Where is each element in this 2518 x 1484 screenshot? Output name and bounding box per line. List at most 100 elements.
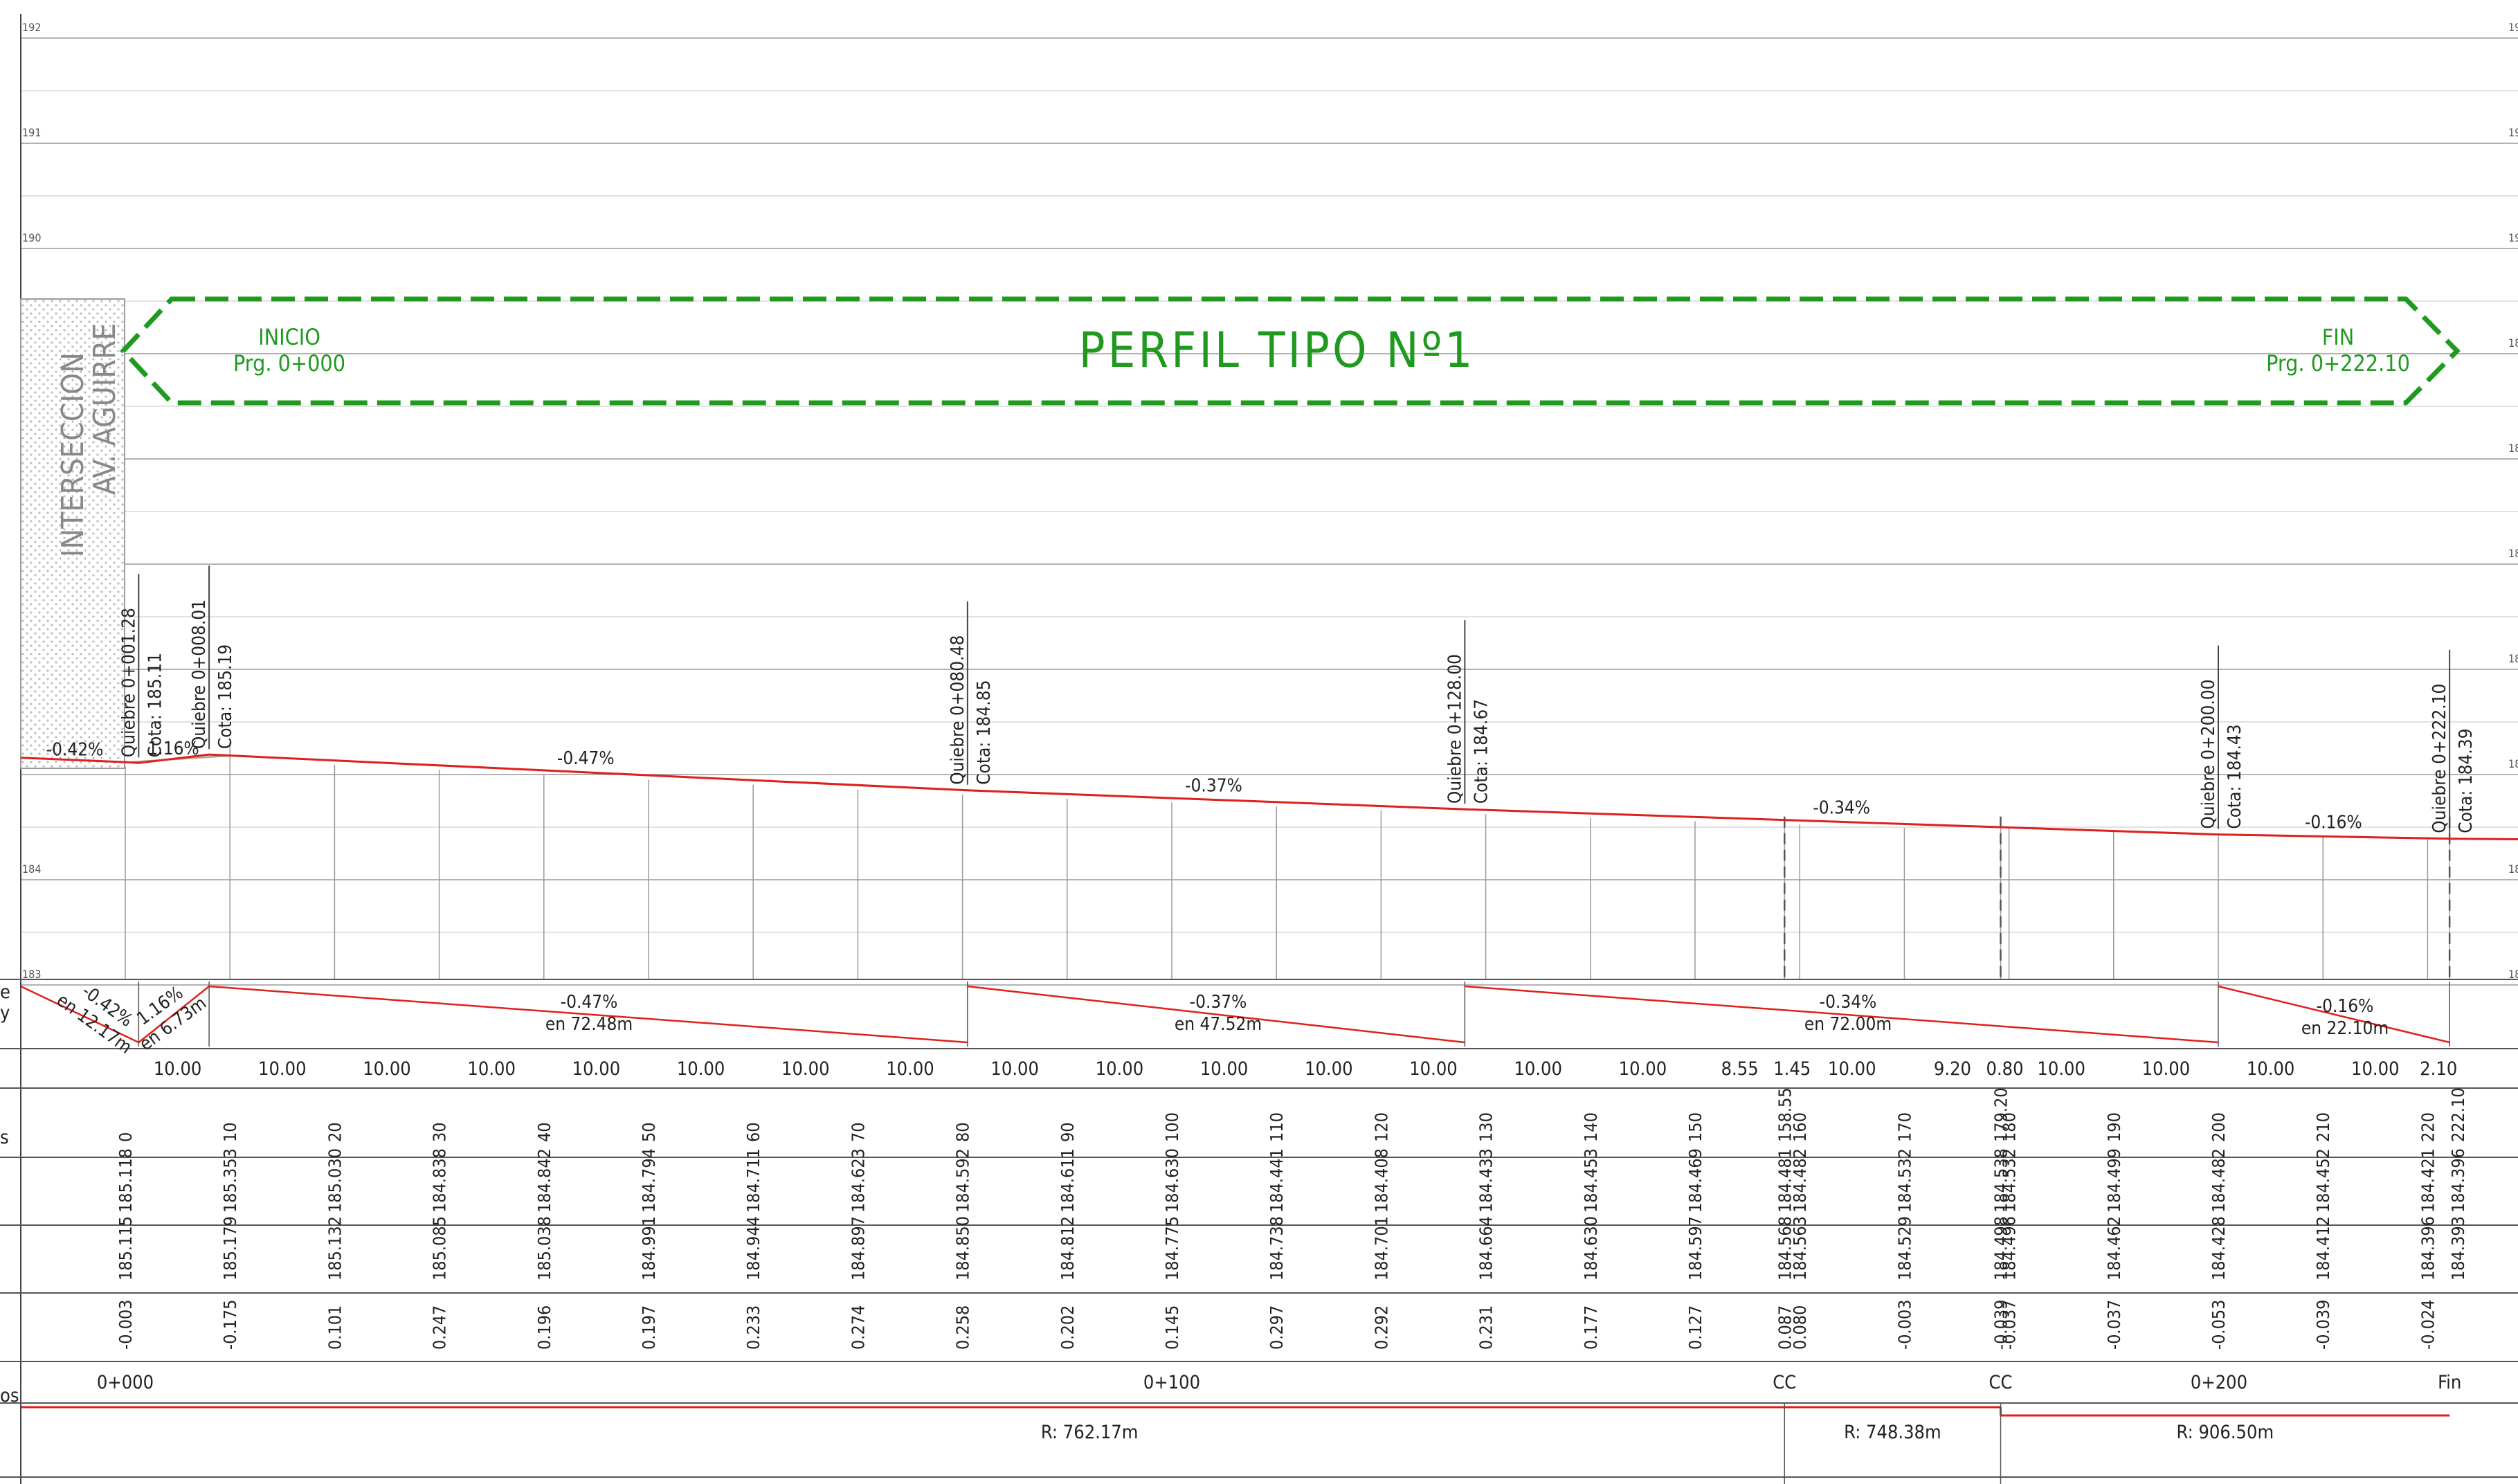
diferencia-value: -0.024 [2418, 1300, 2438, 1350]
left-edge-labels: ey s os [0, 981, 19, 1406]
station-value: 60 [743, 1122, 763, 1142]
station-value: 40 [534, 1122, 554, 1142]
terrain-line [125, 754, 2450, 840]
cota-rasante-value: 184.592 [953, 1148, 973, 1213]
cota-terreno-value: 184.498 [1991, 1216, 2011, 1281]
distance-value: 10.00 [467, 1058, 516, 1080]
diferencia-value: 0.145 [1162, 1305, 1182, 1350]
cota-rasante-value: 184.469 [1685, 1148, 1705, 1213]
cota-terreno-value: 184.738 [1267, 1216, 1287, 1281]
station-value: 222.10 [2448, 1087, 2468, 1142]
quiebre-label: Quiebre 0+080.48 [948, 635, 968, 785]
cota-terreno-value: 184.850 [953, 1216, 973, 1281]
station-value: 120 [1371, 1112, 1391, 1142]
elevation-label: 183 [22, 968, 41, 981]
curve-radius: R: 906.50m [2177, 1422, 2274, 1443]
station-value: 210 [2313, 1112, 2333, 1142]
distance-value: 8.55 [1721, 1058, 1759, 1080]
progresiva-mark: CC [1989, 1372, 2013, 1393]
cota-terreno-value: 184.597 [1685, 1216, 1705, 1281]
diferencia-value: 0.258 [953, 1305, 973, 1350]
distance-row: 10.00 10.00 10.00 10.00 10.00 10.00 10.00 10.00… [154, 1058, 2457, 1080]
slope-band-label: -0.16%en 22.10m [2301, 996, 2389, 1039]
profile-slope-label: -0.47% [557, 748, 615, 769]
profile-line [20, 753, 2518, 840]
cota-rasante-value: 185.353 [220, 1148, 240, 1213]
distance-value: 10.00 [1619, 1058, 1667, 1080]
curve-radius: R: 748.38m [1844, 1422, 1941, 1443]
edge-label: y [0, 1002, 10, 1024]
diferencia-value: 0.196 [534, 1305, 554, 1350]
profile-slope-labels: -0.42% 1.16% -0.47% -0.37% -0.34% -0.16% [46, 739, 2362, 833]
distance-value: 1.45 [1773, 1058, 1811, 1080]
quiebre-cota: Cota: 185.19 [215, 644, 236, 749]
slope-band-label: -0.37%en 47.52m [1175, 992, 1262, 1035]
distance-value: 10.00 [258, 1058, 307, 1080]
station-value: 30 [430, 1122, 450, 1142]
elevation-label-right: 183 [2508, 968, 2518, 981]
slope-band-length: en 47.52m [1175, 1014, 1262, 1035]
diferencia-value: -0.053 [2209, 1300, 2229, 1350]
cota-rasante-value: 184.630 [1162, 1148, 1182, 1213]
slope-band-label: -0.34%en 72.00m [1804, 992, 1892, 1035]
elevation-label-right: 192 [2508, 21, 2518, 34]
diferencia-value: 0.080 [1790, 1305, 1810, 1350]
distance-value: 10.00 [154, 1058, 202, 1080]
quiebre-label-group: Quiebre 0+080.48 Cota: 184.85 [948, 635, 995, 785]
elevation-label-right: 188 [2508, 442, 2518, 455]
intersection-line1: INTERSECCION [55, 352, 91, 557]
diferencia-value: 0.233 [743, 1305, 763, 1350]
cota-terreno-value: 184.412 [2313, 1216, 2333, 1281]
edge-label: s [0, 1127, 9, 1148]
progresiva-mark: 0+000 [97, 1372, 154, 1393]
diferencia-value: -0.175 [220, 1300, 240, 1350]
cota-terreno-value: 184.812 [1058, 1216, 1078, 1281]
distance-value: 10.00 [1514, 1058, 1562, 1080]
cota-rasante-value: 184.711 [743, 1148, 763, 1213]
cota-rasante-row: 185.118 185.353 185.030 184.838 184.842 184.7… [116, 1148, 2468, 1213]
elevation-label: 192 [22, 21, 41, 34]
diferencia-value: 0.274 [848, 1305, 868, 1350]
cota-rasante-value: 184.396 [2448, 1148, 2468, 1213]
progresiva-mark: CC [1773, 1372, 1796, 1393]
cota-rasante-value: 184.408 [1371, 1148, 1391, 1213]
slope-band-line [20, 985, 139, 1044]
slope-band-line [967, 985, 1465, 1044]
progresiva-mark: Fin [2438, 1372, 2461, 1393]
distance-value: 10.00 [2142, 1058, 2191, 1080]
cota-terreno-value: 185.115 [116, 1216, 136, 1281]
cota-terreno-value: 184.568 [1775, 1216, 1795, 1281]
diferencia-value: -0.039 [1991, 1300, 2011, 1350]
inicio-progresiva: Prg. 0+000 [233, 350, 345, 377]
station-value: 150 [1685, 1112, 1705, 1142]
cota-rasante-value: 184.611 [1058, 1148, 1078, 1213]
cota-rasante-value: 184.838 [430, 1148, 450, 1213]
quiebre-label-group: Quiebre 0+128.00 Cota: 184.67 [1444, 654, 1492, 804]
distance-value: 10.00 [2037, 1058, 2085, 1080]
distance-value: 10.00 [1200, 1058, 1249, 1080]
station-value: 50 [639, 1122, 659, 1142]
station-verticals [125, 741, 2451, 979]
cota-rasante-value: 184.794 [639, 1148, 659, 1213]
distance-value: 10.00 [1305, 1058, 1353, 1080]
cota-terreno-value: 184.897 [848, 1216, 868, 1281]
cota-terreno-value: 184.563 [1790, 1216, 1810, 1281]
intersection-block: INTERSECCION AV. AGUIRRE [20, 298, 125, 769]
cota-rasante-value: 184.433 [1476, 1148, 1496, 1213]
quiebre-cota: Cota: 185.11 [145, 653, 165, 757]
elevation-label-right: 184 [2508, 862, 2518, 876]
progresiva-row: 0+000 0+100 CC CC 0+200 Fin [97, 1372, 2461, 1393]
elevation-label: 191 [22, 126, 41, 139]
cota-terreno-value: 185.132 [325, 1216, 345, 1281]
profile-slope-label: -0.34% [1813, 797, 1870, 818]
diferencia-value: 0.297 [1267, 1305, 1287, 1350]
station-value: 0 [116, 1132, 136, 1142]
distance-value: 2.10 [2420, 1058, 2457, 1080]
quiebre-label-group: Quiebre 0+200.00 Cota: 184.43 [2198, 679, 2245, 829]
cota-terreno-value: 184.664 [1476, 1216, 1496, 1281]
station-value: 140 [1581, 1112, 1601, 1142]
cota-rasante-value: 185.030 [325, 1148, 345, 1213]
diferencia-value: 0.231 [1476, 1305, 1496, 1350]
edge-label: os [0, 1385, 19, 1406]
fin-progresiva: Prg. 0+222.10 [2266, 350, 2410, 377]
